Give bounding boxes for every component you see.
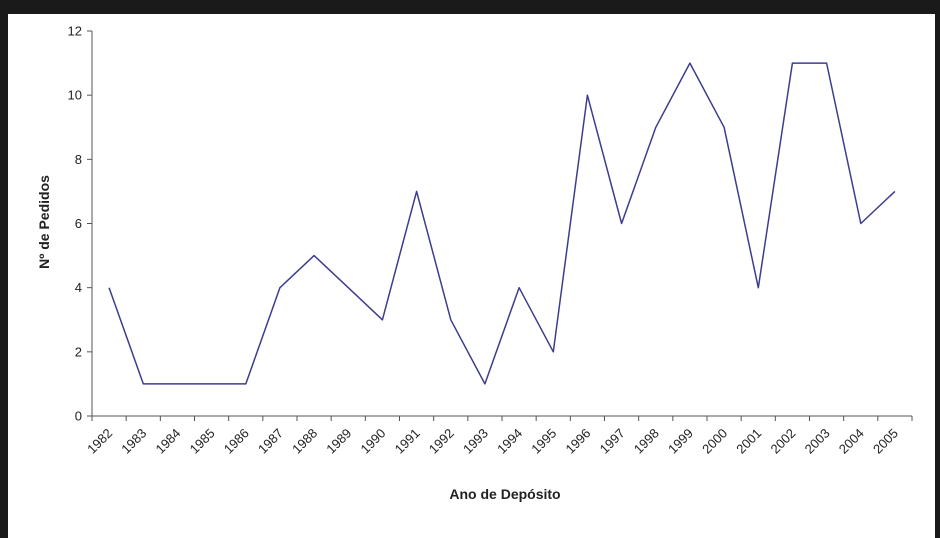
x-tick-label: 1995 [528, 426, 559, 457]
x-tick-label: 1986 [221, 426, 252, 457]
x-tick-label: 2000 [699, 426, 730, 457]
x-tick-label: 2001 [733, 426, 764, 457]
x-tick-label: 1990 [357, 426, 388, 457]
x-tick-label: 1988 [289, 426, 320, 457]
x-tick-label: 2002 [767, 426, 798, 457]
series-lines [108, 62, 896, 385]
x-tick-label: 1997 [597, 426, 628, 457]
y-axis: 0 2 4 6 8 10 12 [68, 24, 93, 424]
x-tick-label: 1999 [665, 426, 696, 457]
x-tick-label: 1982 [84, 426, 115, 457]
x-tick-label: 2003 [802, 426, 833, 457]
x-tick-label: 1985 [187, 426, 218, 457]
x-tick-label: 1991 [392, 426, 423, 457]
y-tick-label: 0 [75, 409, 82, 424]
x-tick-label: 2004 [836, 426, 867, 457]
x-axis: 1982 1983 1984 1985 1986 1987 1988 1989 1990 1991… [84, 415, 913, 457]
y-tick-label: 2 [75, 344, 82, 359]
x-tick-label: 1987 [255, 426, 286, 457]
x-tick-label: 1989 [323, 426, 354, 457]
x-axis-title: Ano de Depósito [449, 486, 560, 502]
x-tick-label: 1993 [460, 426, 491, 457]
x-tick-label: 1994 [494, 426, 525, 457]
y-tick-label: 6 [75, 216, 82, 231]
x-tick-label: 1984 [152, 426, 183, 457]
x-tick-label: 1996 [562, 426, 593, 457]
y-tick-label: 12 [68, 24, 82, 39]
x-tick-label: 2005 [870, 426, 901, 457]
x-tick-label: 1983 [118, 426, 149, 457]
y-tick-label: 4 [75, 280, 82, 295]
y-tick-label: 10 [68, 88, 82, 103]
y-tick-label: 8 [75, 152, 82, 167]
y-axis-title: Nº de Pedidos [36, 175, 52, 269]
x-tick-label: 1992 [426, 426, 457, 457]
series-line [108, 62, 896, 385]
x-tick-label: 1998 [631, 426, 662, 457]
